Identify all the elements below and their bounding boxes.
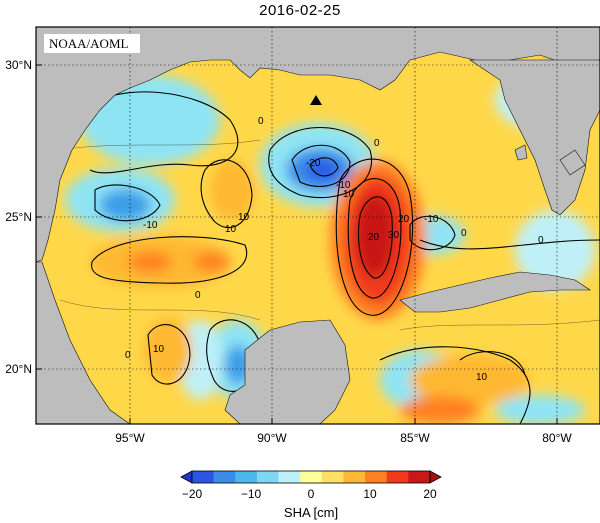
colorbar-cell: [192, 471, 215, 483]
lon-tick: 90°W: [257, 431, 287, 445]
lat-labels: 30°N 25°N 20°N: [5, 58, 32, 376]
svg-text:10: 10: [476, 372, 488, 383]
svg-text:0: 0: [258, 116, 264, 127]
colorbar-cell: [386, 471, 409, 483]
lat-tick: 20°N: [5, 362, 32, 376]
svg-text:0: 0: [195, 290, 201, 301]
svg-text:0: 0: [374, 138, 380, 149]
svg-text:10: 10: [238, 212, 250, 223]
sha-field: 0 -10 -20 -10 0 10 10 20 30 20 10 -10 0 …: [36, 27, 600, 424]
svg-text:-20: -20: [306, 158, 321, 169]
colorbar-cell: [408, 471, 431, 483]
svg-text:10: 10: [343, 189, 355, 200]
colorbar-cell: [256, 471, 280, 483]
lon-tick: 80°W: [542, 431, 572, 445]
svg-text:-10: -10: [424, 214, 439, 225]
colorbar-tick: −10: [241, 487, 262, 501]
colorbar-cell: [343, 471, 366, 483]
colorbar-tick: −20: [182, 487, 203, 501]
svg-text:20: 20: [398, 214, 410, 225]
colorbar-tick: 0: [308, 487, 315, 501]
svg-text:0: 0: [461, 228, 467, 239]
colorbar-units: SHA [cm]: [284, 505, 338, 520]
credit-box: NOAA/AOML: [44, 34, 140, 53]
svg-text:10: 10: [153, 344, 165, 355]
svg-text:-10: -10: [336, 180, 351, 191]
svg-text:0: 0: [538, 235, 544, 246]
colorbar-cell: [235, 471, 258, 483]
colorbar-cell: [321, 471, 344, 483]
colorbar-cell: [278, 471, 301, 483]
contour-labels: 0 -10 -20 -10 0 10 10 20 30 20 10 -10 0 …: [125, 116, 544, 383]
lat-tick: 30°N: [5, 58, 32, 72]
svg-text:-10: -10: [143, 220, 158, 231]
colorbar: −20 −10 0 10 20 SHA [cm]: [180, 470, 442, 520]
lon-labels: 95°W 90°W 85°W 80°W: [115, 431, 572, 445]
svg-text:20: 20: [368, 232, 380, 243]
map-frame: [35, 26, 600, 425]
colorbar-cell: [213, 471, 236, 483]
map-title: 2016-02-25: [259, 2, 341, 19]
lon-tick: 85°W: [400, 431, 430, 445]
svg-text:30: 30: [388, 230, 400, 241]
colorbar-cell: [365, 471, 388, 483]
colorbar-high-arrow: [429, 470, 442, 484]
lat-tick: 25°N: [5, 210, 32, 224]
credit-text: NOAA/AOML: [49, 36, 129, 51]
colorbar-tick: 10: [363, 487, 377, 501]
colorbar-cell: [300, 471, 323, 483]
triangle-marker: [310, 95, 322, 105]
colorbar-low-arrow: [180, 470, 193, 484]
svg-text:10: 10: [225, 224, 237, 235]
lon-tick: 95°W: [115, 431, 145, 445]
colorbar-tick: 20: [423, 487, 437, 501]
svg-text:0: 0: [125, 350, 131, 361]
contour-lines: [79, 91, 600, 424]
